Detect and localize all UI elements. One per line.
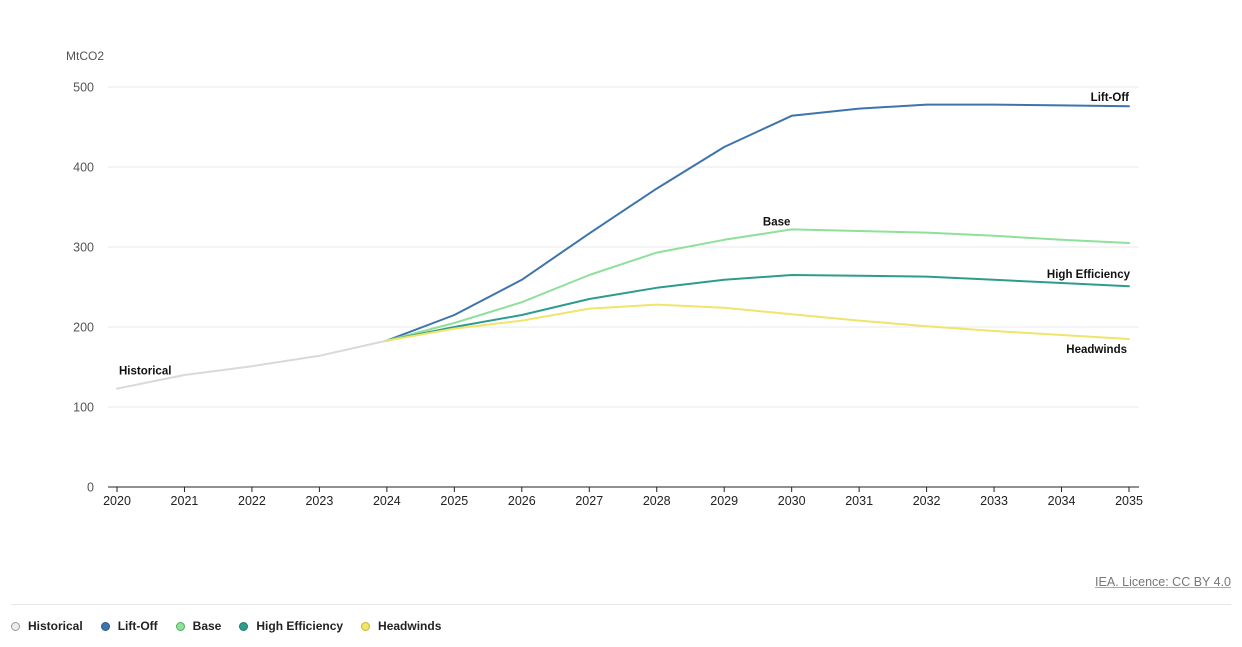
x-tick-label: 2035	[1115, 494, 1143, 508]
x-tick-label: 2027	[575, 494, 603, 508]
series-line-historical	[116, 339, 388, 390]
series-line-headwinds	[385, 303, 1130, 342]
legend-label: Base	[192, 619, 222, 633]
x-tick-label: 2034	[1048, 494, 1076, 508]
x-tick-label: 2033	[980, 494, 1008, 508]
x-axis: 2020 2021 2022 2023 2024 2025 2026 2027 2028 2029…	[103, 486, 1143, 508]
x-tick-label: 2022	[238, 494, 266, 508]
y-tick-label: 500	[73, 81, 94, 95]
series-line-lift-off	[385, 103, 1130, 342]
grid-lines	[108, 86, 1139, 408]
legend-item-headwinds[interactable]: Headwinds	[361, 619, 441, 633]
legend-swatch	[239, 621, 249, 631]
legend-label: Headwinds	[378, 619, 442, 633]
licence-link[interactable]: IEA. Licence: CC BY 4.0	[1095, 575, 1231, 589]
x-tick-label: 2032	[913, 494, 941, 508]
series-label-historical: Historical	[119, 366, 171, 378]
series-label-lift-off: Lift-Off	[1091, 92, 1129, 104]
series-line-base	[385, 228, 1130, 342]
legend-swatch	[11, 621, 20, 631]
legend: Historical Lift-Off Base High Efficiency Hea…	[11, 619, 459, 633]
legend-item-base[interactable]: Base	[175, 619, 222, 633]
legend-swatch	[361, 621, 371, 631]
series-label-high-efficiency: High Efficiency	[1047, 269, 1131, 281]
x-tick-label: 2031	[845, 494, 873, 508]
series-label-headwinds: Headwinds	[1066, 344, 1127, 356]
series-label-base: Base	[763, 216, 791, 228]
x-tick-label: 2020	[103, 494, 131, 508]
legend-item-high-efficiency[interactable]: High Efficiency	[239, 619, 343, 633]
series-line-high-efficiency	[385, 274, 1130, 342]
x-tick-label: 2026	[508, 494, 536, 508]
legend-swatch	[100, 621, 110, 631]
legend-item-historical[interactable]: Historical	[11, 619, 83, 633]
y-tick-label: 200	[73, 321, 94, 335]
y-tick-labels: 0 100 200 300 400 500	[73, 81, 94, 495]
series-labels: Historical Lift-Off Base High Efficiency Hea…	[119, 92, 1131, 377]
x-tick-label: 2030	[778, 494, 806, 508]
x-tick-label: 2025	[440, 494, 468, 508]
y-tick-label: 100	[73, 401, 94, 415]
y-tick-label: 0	[87, 481, 94, 495]
legend-label: Historical	[28, 619, 83, 633]
y-axis-label: MtCO2	[66, 49, 104, 63]
legend-label: High Efficiency	[256, 619, 344, 633]
y-tick-label: 300	[73, 241, 94, 255]
y-tick-label: 400	[73, 161, 94, 175]
x-tick-label: 2024	[373, 494, 401, 508]
legend-label: Lift-Off	[117, 619, 158, 633]
x-tick-label: 2023	[305, 494, 333, 508]
divider	[11, 604, 1231, 605]
legend-swatch	[175, 621, 185, 631]
x-tick-label: 2028	[643, 494, 671, 508]
x-tick-label: 2029	[710, 494, 738, 508]
series-lines	[116, 103, 1130, 390]
legend-item-lift-off[interactable]: Lift-Off	[100, 619, 158, 633]
x-tick-label: 2021	[171, 494, 199, 508]
